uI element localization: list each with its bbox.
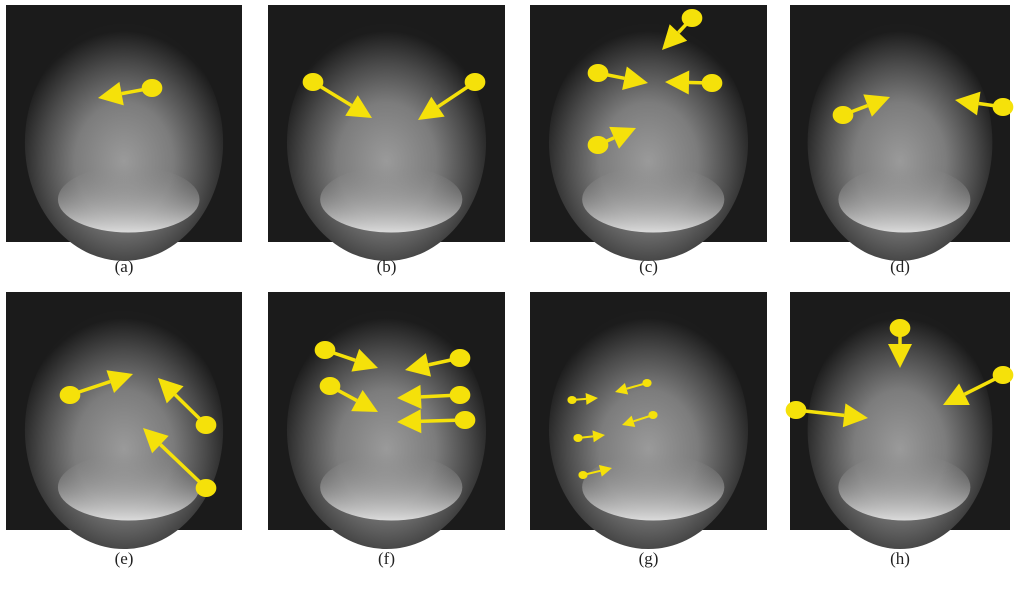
crown-shape bbox=[838, 454, 970, 521]
crown-shape bbox=[320, 166, 462, 232]
crown-shape bbox=[582, 454, 724, 521]
figure: (a) (b) (c) (d) (e) (f) (g) (h) bbox=[0, 0, 1016, 584]
arrow-dot bbox=[196, 479, 217, 497]
crown-shape bbox=[58, 166, 200, 232]
panel-label: (f) bbox=[378, 549, 395, 568]
crown-shape bbox=[582, 166, 724, 232]
panel-label: (b) bbox=[377, 257, 397, 276]
panel: (h) bbox=[786, 292, 1014, 568]
panel-label: (g) bbox=[639, 549, 659, 568]
arrow-dot bbox=[786, 401, 807, 419]
arrow-dot bbox=[682, 9, 703, 27]
arrow-dot bbox=[196, 416, 217, 434]
panel: (e) bbox=[6, 292, 242, 568]
panel-label: (h) bbox=[890, 549, 910, 568]
arrow-dot bbox=[142, 79, 163, 97]
arrow-dot bbox=[702, 74, 723, 92]
panel: (d) bbox=[790, 5, 1013, 276]
crown-shape bbox=[838, 166, 970, 232]
arrow-dot bbox=[450, 386, 471, 404]
panel: (f) bbox=[268, 292, 505, 568]
arrow-dot bbox=[60, 386, 81, 404]
arrow-dot bbox=[993, 98, 1014, 116]
crown-shape bbox=[320, 454, 462, 521]
arrow-dot bbox=[315, 341, 336, 359]
panel-label: (d) bbox=[890, 257, 910, 276]
arrow-dot bbox=[573, 434, 582, 442]
arrow-dot bbox=[320, 377, 341, 395]
panel: (b) bbox=[268, 5, 505, 276]
panel: (a) bbox=[6, 5, 242, 276]
arrow-dot bbox=[450, 349, 471, 367]
arrow-dot bbox=[303, 73, 324, 91]
panel-label: (a) bbox=[115, 257, 134, 276]
arrow-dot bbox=[890, 319, 911, 337]
arrow-dot bbox=[567, 396, 576, 404]
arrow-dot bbox=[465, 73, 486, 91]
arrow-dot bbox=[648, 411, 657, 419]
arrow-dot bbox=[578, 471, 587, 479]
arrow-dot bbox=[588, 64, 609, 82]
panel-label: (c) bbox=[639, 257, 658, 276]
arrow-dot bbox=[455, 411, 476, 429]
arrow-dot bbox=[588, 136, 609, 154]
arrow-dot bbox=[993, 366, 1014, 384]
panel-label: (e) bbox=[115, 549, 134, 568]
arrow-dot bbox=[833, 106, 854, 124]
panel: (c) bbox=[530, 5, 767, 276]
panel: (g) bbox=[530, 292, 767, 568]
arrow-dot bbox=[642, 379, 651, 387]
